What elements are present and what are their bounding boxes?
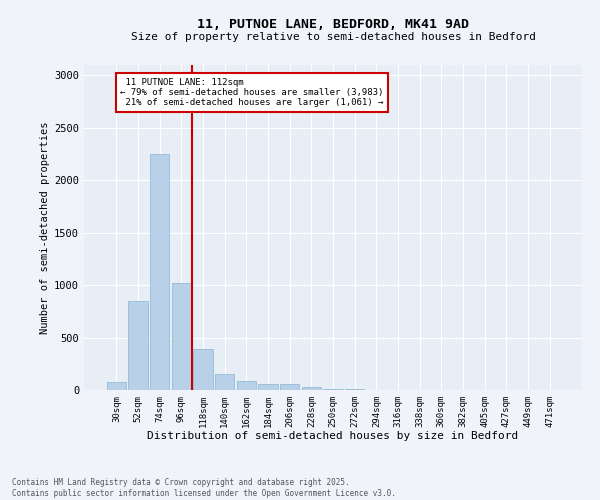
Bar (215, 374, 235, 390)
Text: Size of property relative to semi-detached houses in Bedford: Size of property relative to semi-detach… (131, 32, 536, 42)
Bar (280, 384, 299, 390)
Bar (236, 380, 256, 390)
Bar (258, 384, 278, 390)
Bar (150, 154, 169, 390)
Text: 11, PUTNOE LANE, BEDFORD, MK41 9AD: 11, PUTNOE LANE, BEDFORD, MK41 9AD (197, 18, 469, 30)
Bar (323, 389, 343, 390)
Bar (172, 283, 191, 390)
Bar (302, 388, 321, 390)
Text: Contains HM Land Registry data © Crown copyright and database right 2025.
Contai: Contains HM Land Registry data © Crown c… (12, 478, 396, 498)
Bar (128, 301, 148, 390)
Y-axis label: Number of semi-detached properties: Number of semi-detached properties (40, 121, 50, 334)
Bar (107, 382, 126, 390)
Text: 11 PUTNOE LANE: 112sqm
← 79% of semi-detached houses are smaller (3,983)
 21% of: 11 PUTNOE LANE: 112sqm ← 79% of semi-det… (120, 78, 383, 108)
X-axis label: Distribution of semi-detached houses by size in Bedford: Distribution of semi-detached houses by … (148, 432, 518, 442)
Bar (193, 349, 213, 390)
